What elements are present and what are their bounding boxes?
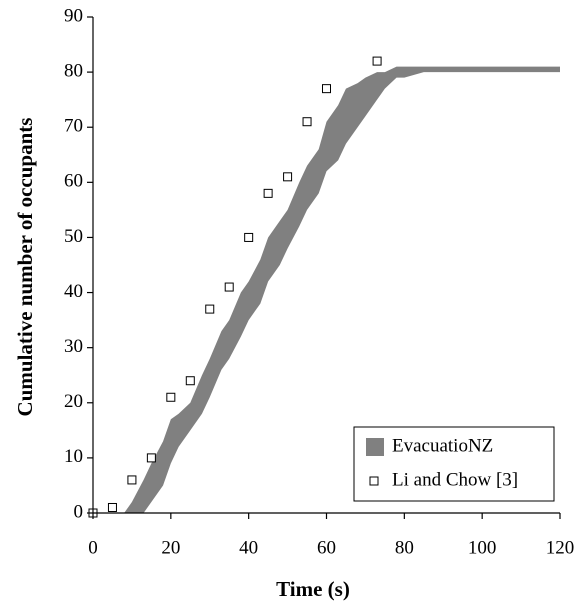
y-tick-label: 50: [64, 226, 83, 247]
y-tick-label: 10: [64, 446, 83, 467]
scatter-point: [322, 84, 331, 94]
legend-swatch: [369, 476, 379, 486]
y-tick-label: 90: [64, 5, 83, 26]
scatter-point: [244, 232, 254, 242]
y-tick-label: 80: [64, 60, 83, 81]
scatter-point: [283, 172, 293, 182]
scatter-point: [224, 282, 234, 292]
scatter-point: [372, 56, 382, 66]
x-tick-label: 20: [161, 537, 180, 558]
scatter-point: [107, 502, 117, 512]
y-tick-label: 60: [64, 171, 83, 192]
y-tick-label: 70: [64, 116, 83, 137]
scatter-point: [146, 453, 156, 463]
scatter-point: [166, 392, 176, 402]
scatter-point: [185, 376, 195, 386]
legend-box: [353, 426, 555, 502]
x-tick-label: 80: [395, 537, 414, 558]
x-tick-label: 40: [239, 537, 258, 558]
scatter-point: [302, 117, 312, 127]
x-tick-label: 0: [88, 537, 98, 558]
x-tick-label: 60: [317, 537, 336, 558]
legend-label: EvacuatioNZ: [392, 435, 493, 456]
scatter-point: [263, 188, 273, 198]
y-axis-label: Cumulative number of occupants: [13, 118, 37, 417]
legend-swatch: [366, 438, 384, 456]
legend-label: Li and Chow [3]: [392, 469, 518, 490]
y-tick-label: 0: [74, 501, 84, 522]
scatter-point: [127, 475, 137, 485]
band-area: [124, 66, 560, 513]
x-axis-label: Time (s): [276, 577, 350, 601]
x-tick-label: 120: [546, 537, 575, 558]
y-tick-label: 20: [64, 391, 83, 412]
x-tick-label: 100: [468, 537, 497, 558]
y-tick-label: 40: [64, 281, 83, 302]
y-tick-label: 30: [64, 336, 83, 357]
scatter-point: [205, 304, 215, 314]
